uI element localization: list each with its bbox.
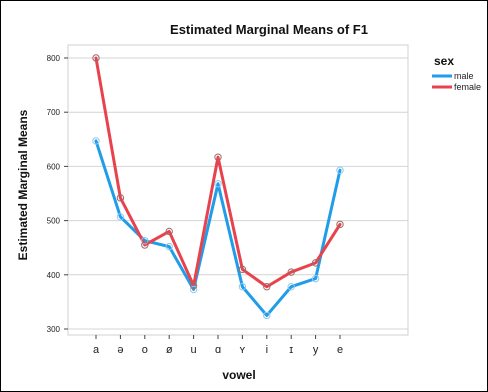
plot-area [67, 44, 409, 336]
data-point-male [165, 242, 173, 251]
y-tick-label: 600 [47, 162, 61, 171]
legend-label-female: female [454, 82, 481, 92]
y-tick-label: 300 [47, 325, 61, 334]
y-tick-label: 800 [47, 54, 61, 63]
data-point-male [92, 137, 100, 145]
x-tick-label: a [93, 344, 100, 356]
data-point-female [189, 281, 198, 290]
data-point-male [214, 180, 222, 188]
x-tick-label: o [142, 344, 148, 356]
x-tick-label: u [191, 344, 197, 356]
data-point-female [141, 241, 149, 249]
x-tick-label: ø [166, 344, 173, 356]
y-tick-label: 700 [47, 108, 61, 117]
data-point-female [287, 268, 295, 276]
data-point-female [311, 259, 320, 267]
x-tick-label: ʏ [240, 344, 246, 356]
data-point-female [263, 283, 271, 291]
data-point-male [116, 213, 125, 221]
data-point-male [263, 311, 271, 320]
data-point-male [141, 236, 149, 245]
data-point-male [189, 285, 198, 294]
y-tick-label: 500 [47, 217, 61, 226]
x-tick-label: ɑ [215, 344, 221, 356]
data-point-male [238, 283, 247, 291]
x-tick-label: ə [117, 344, 123, 356]
series-lines [92, 54, 344, 320]
data-point-female [92, 54, 100, 62]
series-line-female [94, 56, 342, 289]
legend-label-male: male [454, 71, 474, 81]
y-tick-labels: 300 400 500 600 700 800 [47, 54, 68, 334]
data-point-female [214, 153, 222, 161]
y-tick-label: 400 [47, 271, 61, 280]
series-line-male [94, 139, 342, 317]
data-point-female [165, 227, 173, 236]
x-tick-label: e [337, 344, 343, 356]
legend-title: sex [434, 54, 454, 68]
data-point-male [336, 166, 344, 174]
x-tick-label: ɪ [289, 344, 293, 356]
chart-title: Estimated Marginal Means of F1 [170, 22, 368, 37]
data-point-female [238, 265, 247, 274]
data-point-female [116, 194, 125, 202]
data-point-male [287, 283, 295, 291]
x-tick-label: y [313, 344, 319, 356]
y-axis-title: Estimated Marginal Means [16, 109, 30, 260]
x-tick-label: i [266, 344, 268, 356]
data-point-female [336, 220, 344, 229]
data-point-male [311, 274, 320, 283]
x-axis-title: vowel [222, 368, 255, 382]
